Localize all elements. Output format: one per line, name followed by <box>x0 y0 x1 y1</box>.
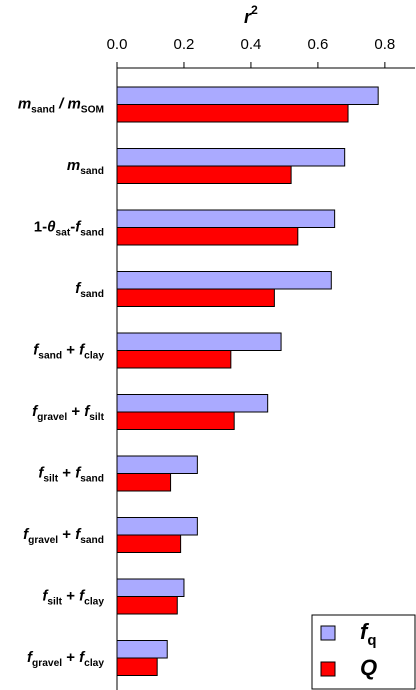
rich-label: msand / mSOM <box>18 95 104 115</box>
label-part: silt <box>43 474 58 485</box>
label-part: sand <box>38 351 62 362</box>
bar <box>116 350 232 369</box>
label-part: / m <box>55 95 81 112</box>
x-tick-label: 0.4 <box>241 36 262 53</box>
bar <box>116 148 346 167</box>
bar <box>116 657 158 676</box>
bar <box>116 473 172 492</box>
label-part: f <box>23 526 30 543</box>
label-part: f <box>27 649 34 666</box>
label-part: f <box>360 619 370 644</box>
rich-label: fsilt + fsand <box>38 464 104 484</box>
rich-label: fsand + fclay <box>33 341 104 361</box>
legend-swatch <box>320 625 336 641</box>
x-tick-label: 0.6 <box>307 36 328 53</box>
bar <box>116 411 235 430</box>
label-part: clay <box>84 597 104 608</box>
label-part: clay <box>84 658 104 669</box>
bar <box>116 165 292 184</box>
label-part: f <box>79 587 86 604</box>
label-part: silt <box>47 597 62 608</box>
label-part: f <box>75 280 82 297</box>
rich-label: fgravel + fsilt <box>32 403 104 423</box>
bar <box>116 455 198 474</box>
label-part: f <box>32 403 39 420</box>
label-part: f <box>79 649 86 666</box>
bar <box>116 227 299 246</box>
rich-label: Q <box>360 655 377 680</box>
label-part: silt <box>89 412 104 423</box>
x-tick-label: 0.2 <box>174 36 195 53</box>
rich-label: 1-θsat-fsand <box>34 218 104 238</box>
bar <box>116 288 275 307</box>
label-part: sand <box>80 166 104 177</box>
bar <box>116 578 185 597</box>
label-part: + <box>58 464 75 481</box>
rich-label: msand <box>67 157 104 177</box>
label-part: gravel <box>37 412 67 423</box>
rich-label: r2 <box>244 3 258 27</box>
label-part: + <box>62 341 79 358</box>
label-part: sand <box>31 105 55 116</box>
label-part: Q <box>360 655 377 680</box>
rich-label: fgravel + fclay <box>27 649 104 669</box>
label-part: f <box>75 464 82 481</box>
bar <box>116 596 178 615</box>
rich-label: fgravel + fsand <box>23 526 104 546</box>
bar <box>116 394 269 413</box>
label-part: - <box>70 218 75 235</box>
x-tick-label: 0.8 <box>374 36 395 53</box>
label-part: sand <box>80 474 104 485</box>
bar <box>116 640 168 659</box>
label-part: 1- <box>34 218 47 235</box>
label-part: m <box>67 157 80 174</box>
label-part: clay <box>84 351 104 362</box>
label-part: gravel <box>28 535 58 546</box>
label-part: sand <box>80 289 104 300</box>
bar <box>116 332 282 351</box>
label-part: f <box>38 464 45 481</box>
bar <box>116 534 182 553</box>
bar <box>116 517 198 536</box>
label-part: f <box>75 526 82 543</box>
label-part: sand <box>80 228 104 239</box>
rich-label: fq <box>360 619 376 650</box>
label-part: f <box>42 587 49 604</box>
label-part: sat <box>55 228 70 239</box>
label-part: f <box>75 218 82 235</box>
label-part: + <box>62 649 79 666</box>
label-part: gravel <box>32 658 62 669</box>
bar <box>116 209 336 228</box>
x-tick-label: 0.0 <box>107 36 128 53</box>
label-part: + <box>58 526 75 543</box>
bar <box>116 271 332 290</box>
label-part: + <box>67 403 84 420</box>
label-part: sand <box>80 535 104 546</box>
label-part: f <box>84 403 91 420</box>
bar <box>116 104 349 123</box>
label-part: θ <box>47 218 56 235</box>
label-part: + <box>62 587 79 604</box>
label-part: r <box>244 7 252 27</box>
rich-label: fsand <box>75 280 104 300</box>
label-part: 2 <box>251 3 258 17</box>
rich-label: fsilt + fclay <box>42 587 104 607</box>
label-part: SOM <box>81 105 104 116</box>
label-part: m <box>18 95 31 112</box>
label-part: f <box>79 341 86 358</box>
legend-swatch <box>320 661 336 677</box>
label-part: q <box>367 632 376 649</box>
label-part: f <box>33 341 40 358</box>
bar <box>116 86 379 105</box>
